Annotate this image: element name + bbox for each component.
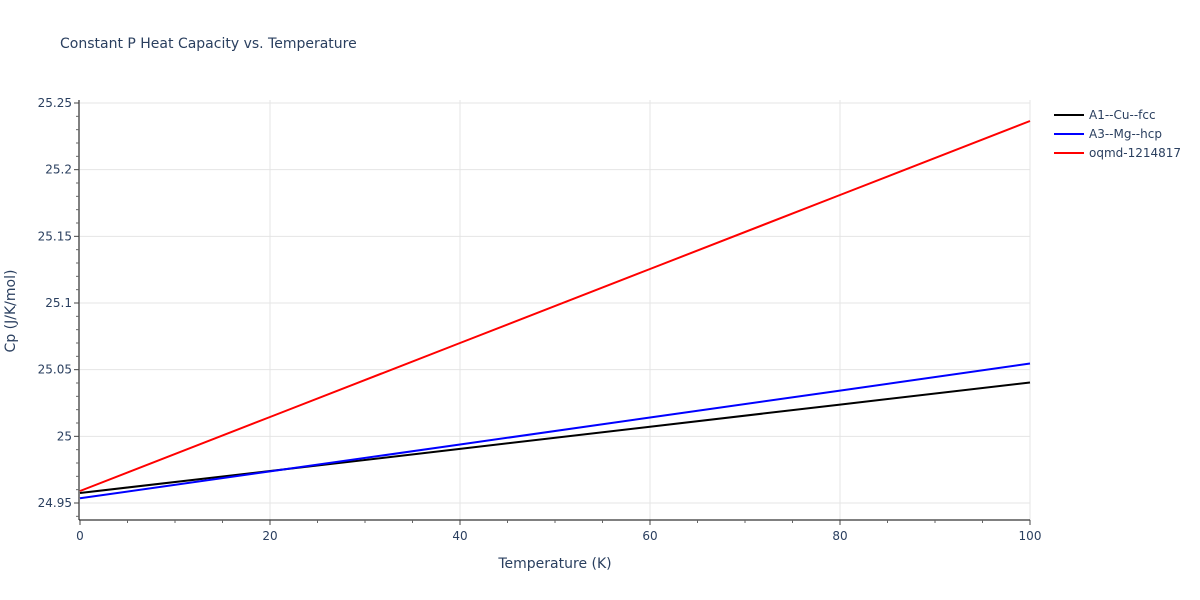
y-tick-label: 25.05	[38, 363, 72, 377]
y-axis-title: Cp (J/K/mol)	[3, 270, 19, 353]
x-tick-label: 60	[642, 529, 657, 543]
chart-title: Constant P Heat Capacity vs. Temperature	[60, 36, 357, 52]
x-tick-label: 40	[452, 529, 467, 543]
gridlines	[80, 100, 1031, 520]
legend-line-icon	[1054, 113, 1084, 116]
data-lines	[79, 120, 1031, 500]
legend-label: A3--Mg--hcp	[1089, 126, 1162, 141]
y-tick-label: 25.15	[38, 229, 72, 243]
series-line-1	[79, 362, 1031, 500]
legend-item-a3-mg-hcp[interactable]: A3--Mg--hcp	[1054, 124, 1181, 143]
legend: A1--Cu--fcc A3--Mg--hcp oqmd-1214817	[1054, 105, 1181, 162]
legend-item-oqmd-1214817[interactable]: oqmd-1214817	[1054, 143, 1181, 162]
y-tick-label: 25	[57, 429, 72, 443]
legend-line-icon	[1054, 151, 1084, 154]
y-tick-label: 24.95	[38, 496, 72, 510]
y-tick-label: 25.1	[45, 296, 72, 310]
x-tick-label: 20	[262, 529, 277, 543]
legend-item-a1-cu-fcc[interactable]: A1--Cu--fcc	[1054, 105, 1181, 124]
x-tick-label: 100	[1019, 529, 1042, 543]
x-tick-label: 80	[832, 529, 847, 543]
x-axis-title: Temperature (K)	[497, 556, 611, 572]
y-tick-label: 25.2	[45, 163, 72, 177]
legend-line-icon	[1054, 132, 1084, 135]
legend-label: oqmd-1214817	[1089, 145, 1182, 160]
y-tick-label: 25.25	[38, 96, 72, 110]
series-line-0	[79, 381, 1031, 494]
series-line-2	[79, 120, 1031, 492]
legend-label: A1--Cu--fcc	[1089, 107, 1156, 122]
axes: 24.95 25 25.05 25.1 25.15 25.2 25.25 0 20 40 60 80 1…	[38, 96, 1042, 543]
x-tick-label: 0	[76, 529, 84, 543]
